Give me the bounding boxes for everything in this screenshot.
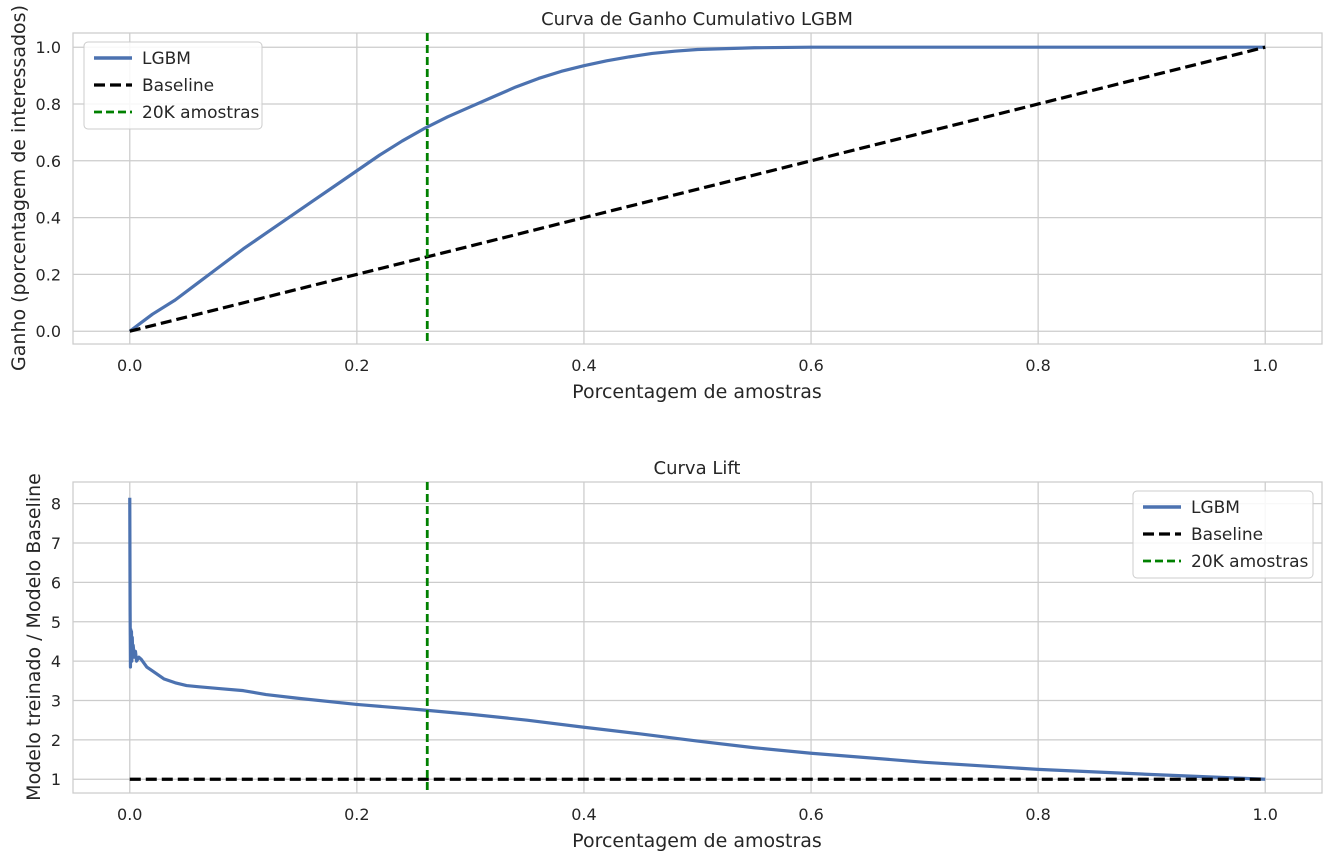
gain-series-lgbm — [128, 45, 1266, 333]
gain-chart-title: Curva de Ganho Cumulativo LGBM — [541, 9, 853, 30]
lift-x-tick-label: 1.0 — [1253, 805, 1278, 824]
gain-x-tick-label: 0.2 — [344, 356, 369, 375]
lift-y-tick-label: 1 — [51, 770, 61, 789]
lift-x-tick-label: 0.8 — [1025, 805, 1050, 824]
gain-chart: 0.0 0.2 0.4 0.6 0.8 1.0 0.0 0.2 0.4 0.6 0.8 1.0 Cur… — [8, 5, 1323, 403]
gain-legend-label-baseline: Baseline — [142, 76, 214, 96]
lift-x-axis-label: Porcentagem de amostras — [572, 830, 822, 852]
lift-legend-label-baseline: Baseline — [1191, 525, 1263, 545]
lift-legend-label-vline: 20K amostras — [1191, 552, 1308, 572]
gain-y-tick-label: 0.6 — [36, 152, 61, 171]
gain-series-baseline — [129, 45, 1266, 333]
lift-y-tick-label: 4 — [51, 652, 61, 671]
gain-x-axis-label: Porcentagem de amostras — [572, 381, 822, 403]
lift-x-tick-label: 0.0 — [117, 805, 142, 824]
gain-ticks: 0.0 0.2 0.4 0.6 0.8 1.0 0.0 0.2 0.4 0.6 0.8 1.0 — [36, 38, 1278, 375]
lift-legend-box — [1132, 490, 1314, 579]
lift-y-tick-label: 3 — [51, 691, 61, 710]
lift-y-tick-label: 5 — [51, 613, 61, 632]
lift-x-tick-label: 0.6 — [798, 805, 823, 824]
lift-legend: LGBM Baseline 20K amostras — [1132, 490, 1314, 579]
gain-x-tick-label: 0.0 — [117, 356, 142, 375]
gain-grid — [73, 33, 1322, 344]
lift-x-tick-label: 0.4 — [571, 805, 596, 824]
lift-legend-label-lgbm: LGBM — [1191, 498, 1240, 518]
gain-y-tick-label: 0.0 — [36, 322, 61, 341]
gain-legend-box — [83, 41, 263, 130]
gain-x-tick-label: 0.6 — [798, 356, 823, 375]
gain-y-tick-label: 0.2 — [36, 265, 61, 284]
gain-x-tick-label: 1.0 — [1253, 356, 1278, 375]
lift-series — [128, 482, 1266, 793]
gain-x-tick-label: 0.4 — [571, 356, 596, 375]
lift-y-tick-label: 7 — [51, 534, 61, 553]
lift-x-tick-label: 0.2 — [344, 805, 369, 824]
lift-series-lgbm — [128, 497, 1266, 781]
gain-y-tick-label: 1.0 — [36, 38, 61, 57]
gain-x-tick-label: 0.8 — [1025, 356, 1050, 375]
gain-legend-label-lgbm: LGBM — [142, 49, 191, 69]
gain-y-tick-label: 0.4 — [36, 209, 61, 228]
lift-ticks: 0.0 0.2 0.4 0.6 0.8 1.0 1 2 3 4 5 6 7 8 — [51, 495, 1278, 824]
lift-y-tick-label: 8 — [51, 495, 61, 514]
gain-y-tick-label: 0.8 — [36, 95, 61, 114]
gain-legend-label-vline: 20K amostras — [142, 103, 259, 123]
lift-y-tick-label: 2 — [51, 731, 61, 750]
gain-series — [128, 33, 1266, 344]
lift-chart-title: Curva Lift — [654, 458, 741, 479]
lift-chart: 0.0 0.2 0.4 0.6 0.8 1.0 1 2 3 4 5 6 7 8 Curva Lift Po… — [23, 458, 1323, 852]
lift-y-axis-label: Modelo treinado / Modelo Baseline — [23, 473, 45, 801]
lift-y-tick-label: 6 — [51, 573, 61, 592]
gain-y-axis-label: Ganho (porcentagem de interessados) — [8, 5, 30, 371]
gain-legend: LGBM Baseline 20K amostras — [83, 41, 263, 130]
